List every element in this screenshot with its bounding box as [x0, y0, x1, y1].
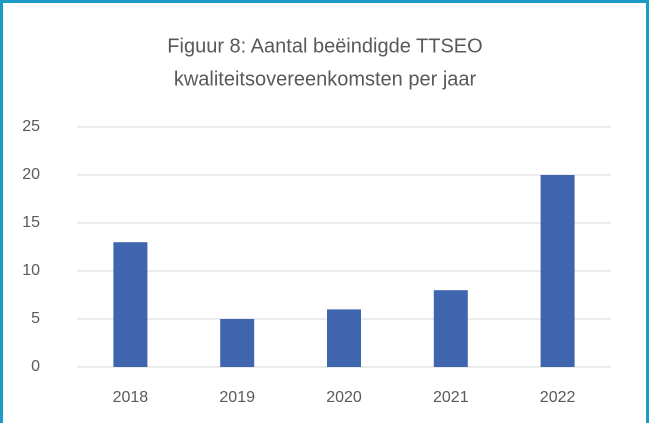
x-tick-label: 2022: [540, 389, 576, 406]
bar: [540, 175, 575, 367]
bar: [113, 242, 148, 367]
y-tick-label: 0: [31, 358, 40, 375]
bar: [220, 319, 255, 367]
y-tick-label: 15: [22, 214, 40, 231]
chart-title: kwaliteitsovereenkomsten per jaar: [174, 68, 477, 90]
chart-title: Figuur 8: Aantal beëindigde TTSEO: [167, 35, 482, 57]
y-tick-label: 25: [22, 118, 40, 135]
x-tick-label: 2018: [113, 389, 149, 406]
y-tick-label: 10: [22, 262, 40, 279]
x-tick-label: 2019: [219, 389, 255, 406]
bar: [327, 309, 361, 367]
bar: [433, 290, 468, 367]
y-tick-label: 5: [31, 310, 40, 327]
x-tick-label: 2020: [326, 389, 362, 406]
x-tick-label: 2021: [433, 389, 469, 406]
y-tick-label: 20: [22, 166, 40, 183]
